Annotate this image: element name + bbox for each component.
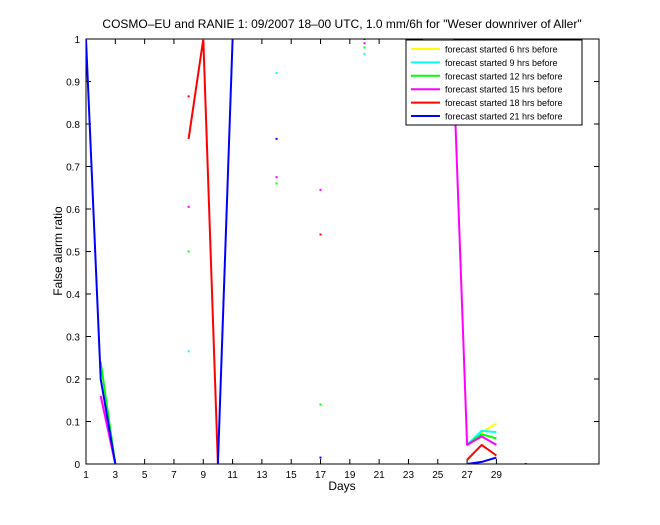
x-tick-label: 17: [315, 470, 327, 481]
legend-label: forecast started 18 hrs before: [445, 98, 563, 108]
series-point: [275, 72, 278, 74]
y-tick-label: 0: [74, 460, 80, 471]
legend-label: forecast started 21 hrs before: [445, 112, 563, 122]
y-tick-label: 0.8: [66, 120, 80, 131]
legend-box: [405, 39, 583, 126]
legend-label: forecast started 6 hrs before: [445, 45, 558, 55]
x-tick-label: 1: [83, 470, 89, 481]
y-tick-label: 0.1: [66, 418, 80, 429]
y-tick-label: 1: [74, 35, 80, 46]
x-tick-label: 25: [432, 470, 444, 481]
series-line: [86, 39, 117, 464]
series-point: [275, 137, 278, 140]
y-axis: 0 0.1 0.2 0.3 0.4 0.5 0.6 0.7 0.8 0.9 1: [66, 35, 599, 471]
series-4: [187, 39, 497, 464]
legend-label: forecast started 9 hrs before: [445, 58, 558, 68]
x-tick-label: 7: [171, 470, 177, 481]
chart-title: COSMO–EU and RANIE 1: 09/2007 18–00 UTC,…: [102, 17, 581, 31]
series-layer: [86, 39, 527, 464]
series-point: [319, 456, 322, 459]
series-line: [466, 456, 497, 464]
series-point: [363, 39, 366, 40]
y-tick-label: 0.5: [66, 248, 80, 259]
legend-label: forecast started 15 hrs before: [445, 85, 563, 95]
series-point: [275, 176, 278, 179]
x-tick-label: 23: [403, 470, 415, 481]
series-point: [187, 350, 190, 353]
series-line: [423, 39, 497, 446]
series-line: [466, 443, 497, 461]
series-point: [524, 463, 527, 464]
x-tick-label: 5: [142, 470, 148, 481]
x-axis: 1 3 5 7 9 11 13 15 17 19 21 23 25 27 29: [83, 39, 502, 481]
y-tick-label: 0.3: [66, 333, 80, 344]
x-tick-label: 3: [113, 470, 119, 481]
series-point: [363, 42, 366, 45]
series-point: [363, 52, 366, 55]
legend-label: forecast started 12 hrs before: [445, 71, 563, 81]
x-tick-label: 21: [374, 470, 386, 481]
series-point: [319, 188, 322, 191]
y-tick-label: 0.7: [66, 163, 80, 174]
x-tick-label: 29: [491, 470, 503, 481]
series-line: [216, 39, 234, 464]
y-tick-label: 0.9: [66, 78, 80, 89]
series-point: [319, 403, 322, 406]
x-axis-label: Days: [328, 479, 355, 493]
x-tick-label: 13: [256, 470, 268, 481]
legend: forecast started 6 hrs before forecast st…: [405, 39, 583, 126]
y-tick-label: 0.4: [66, 290, 80, 301]
x-tick-label: 9: [200, 470, 206, 481]
series-point: [187, 95, 190, 98]
y-axis-label: False alarm ratio: [51, 206, 65, 296]
series-5: [86, 39, 527, 464]
series-point: [363, 46, 366, 49]
x-tick-label: 11: [227, 470, 238, 481]
series-line: [187, 39, 219, 464]
series-point: [187, 205, 190, 208]
x-tick-label: 15: [286, 470, 298, 481]
y-tick-label: 0.2: [66, 375, 80, 386]
x-tick-label: 27: [462, 470, 474, 481]
x-tick-label: 19: [344, 470, 356, 481]
series-point: [319, 233, 322, 236]
series-point: [187, 250, 190, 253]
y-tick-label: 0.6: [66, 205, 80, 216]
series-point: [275, 182, 278, 185]
